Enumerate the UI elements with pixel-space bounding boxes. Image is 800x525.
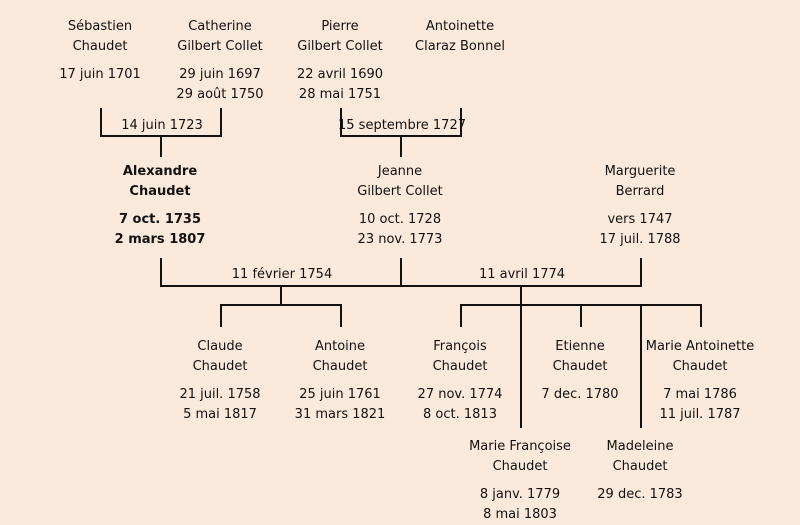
death-date: 31 mars 1821: [294, 407, 386, 422]
first-name: Antoine: [314, 339, 366, 354]
death-date: 11 juil. 1787: [659, 407, 741, 422]
birth-date: 25 juin 1761: [299, 387, 381, 402]
first-name: Claude: [197, 339, 243, 354]
person-marie-antoinette-chaudet[interactable]: Marie Antoinette Chaudet 7 mai 1786 11 ju…: [620, 337, 780, 425]
death-date: 29 août 1750: [176, 87, 264, 102]
last-name: Chaudet: [312, 359, 368, 374]
birth-date: 22 avril 1690: [296, 67, 384, 82]
last-name: Claraz Bonnel: [415, 39, 505, 54]
first-name: Etienne: [555, 339, 605, 354]
person-francois-chaudet[interactable]: François Chaudet 27 nov. 1774 8 oct. 1813: [380, 337, 540, 425]
first-name: Pierre: [321, 19, 359, 34]
death-date: 2 mars 1807: [114, 232, 206, 247]
birth-date: vers 1747: [607, 212, 673, 227]
first-name: Antoinette: [425, 19, 495, 34]
birth-date: 29 dec. 1783: [597, 487, 683, 502]
death-date: 23 nov. 1773: [357, 232, 443, 247]
marriage-date: 11 février 1754: [231, 267, 333, 282]
person-antoine-chaudet[interactable]: Antoine Chaudet 25 juin 1761 31 mars 1821: [260, 337, 420, 425]
last-name: Chaudet: [552, 359, 608, 374]
last-name: Chaudet: [492, 459, 548, 474]
last-name: Chaudet: [129, 184, 191, 199]
birth-date: 7 oct. 1735: [118, 212, 202, 227]
birth-date: 17 juin 1701: [59, 67, 141, 82]
first-name: Alexandre: [122, 164, 198, 179]
person-jeanne-gilbert-collet[interactable]: Jeanne Gilbert Collet 10 oct. 1728 23 nov…: [320, 162, 480, 250]
first-name: Marguerite: [604, 164, 676, 179]
person-marguerite-berrard[interactable]: Marguerite Berrard vers 1747 17 juil. 178…: [560, 162, 720, 250]
birth-date: 7 mai 1786: [663, 387, 737, 402]
person-sebastien-chaudet[interactable]: Sébastien Chaudet 17 juin 1701: [20, 17, 180, 85]
birth-date: 21 juil. 1758: [179, 387, 261, 402]
last-name: Berrard: [615, 184, 665, 199]
last-name: Chaudet: [72, 39, 128, 54]
person-marie-francoise-chaudet[interactable]: Marie Françoise Chaudet 8 janv. 1779 8 ma…: [440, 437, 600, 525]
death-date: 28 mai 1751: [298, 87, 382, 102]
person-etienne-chaudet[interactable]: Etienne Chaudet 7 dec. 1780: [500, 337, 660, 405]
marriage-date: 15 septembre 1727: [338, 118, 466, 133]
last-name: Gilbert Collet: [297, 39, 383, 54]
person-alexandre-chaudet[interactable]: Alexandre Chaudet 7 oct. 1735 2 mars 1807: [80, 162, 240, 250]
last-name: Gilbert Collet: [177, 39, 263, 54]
first-name: Sébastien: [67, 19, 133, 34]
last-name: Chaudet: [672, 359, 728, 374]
birth-date: 10 oct. 1728: [358, 212, 442, 227]
birth-date: 8 janv. 1779: [479, 487, 561, 502]
birth-date: 27 nov. 1774: [417, 387, 503, 402]
last-name: Chaudet: [192, 359, 248, 374]
person-pierre-gilbert-collet[interactable]: Pierre Gilbert Collet 22 avril 1690 28 ma…: [260, 17, 420, 105]
death-date: 17 juil. 1788: [599, 232, 681, 247]
birth-date: 7 dec. 1780: [541, 387, 619, 402]
marriage-date: 14 juin 1723: [121, 118, 203, 133]
marriage-date: 11 avril 1774: [478, 267, 566, 282]
death-date: 8 oct. 1813: [423, 407, 497, 422]
death-date: 5 mai 1817: [183, 407, 257, 422]
first-name: François: [433, 339, 487, 354]
person-madeleine-chaudet[interactable]: Madeleine Chaudet 29 dec. 1783: [560, 437, 720, 505]
last-name: Chaudet: [432, 359, 488, 374]
person-catherine-gilbert-collet[interactable]: Catherine Gilbert Collet 29 juin 1697 29 …: [140, 17, 300, 105]
last-name: Chaudet: [612, 459, 668, 474]
person-antoinette-claraz-bonnel[interactable]: Antoinette Claraz Bonnel: [380, 17, 540, 65]
first-name: Marie Antoinette: [645, 339, 755, 354]
last-name: Gilbert Collet: [357, 184, 443, 199]
first-name: Madeleine: [606, 439, 674, 454]
first-name: Catherine: [188, 19, 252, 34]
first-name: Marie Françoise: [469, 439, 571, 454]
death-date: 8 mai 1803: [483, 507, 557, 522]
first-name: Jeanne: [377, 164, 423, 179]
birth-date: 29 juin 1697: [179, 67, 261, 82]
person-claude-chaudet[interactable]: Claude Chaudet 21 juil. 1758 5 mai 1817: [140, 337, 300, 425]
